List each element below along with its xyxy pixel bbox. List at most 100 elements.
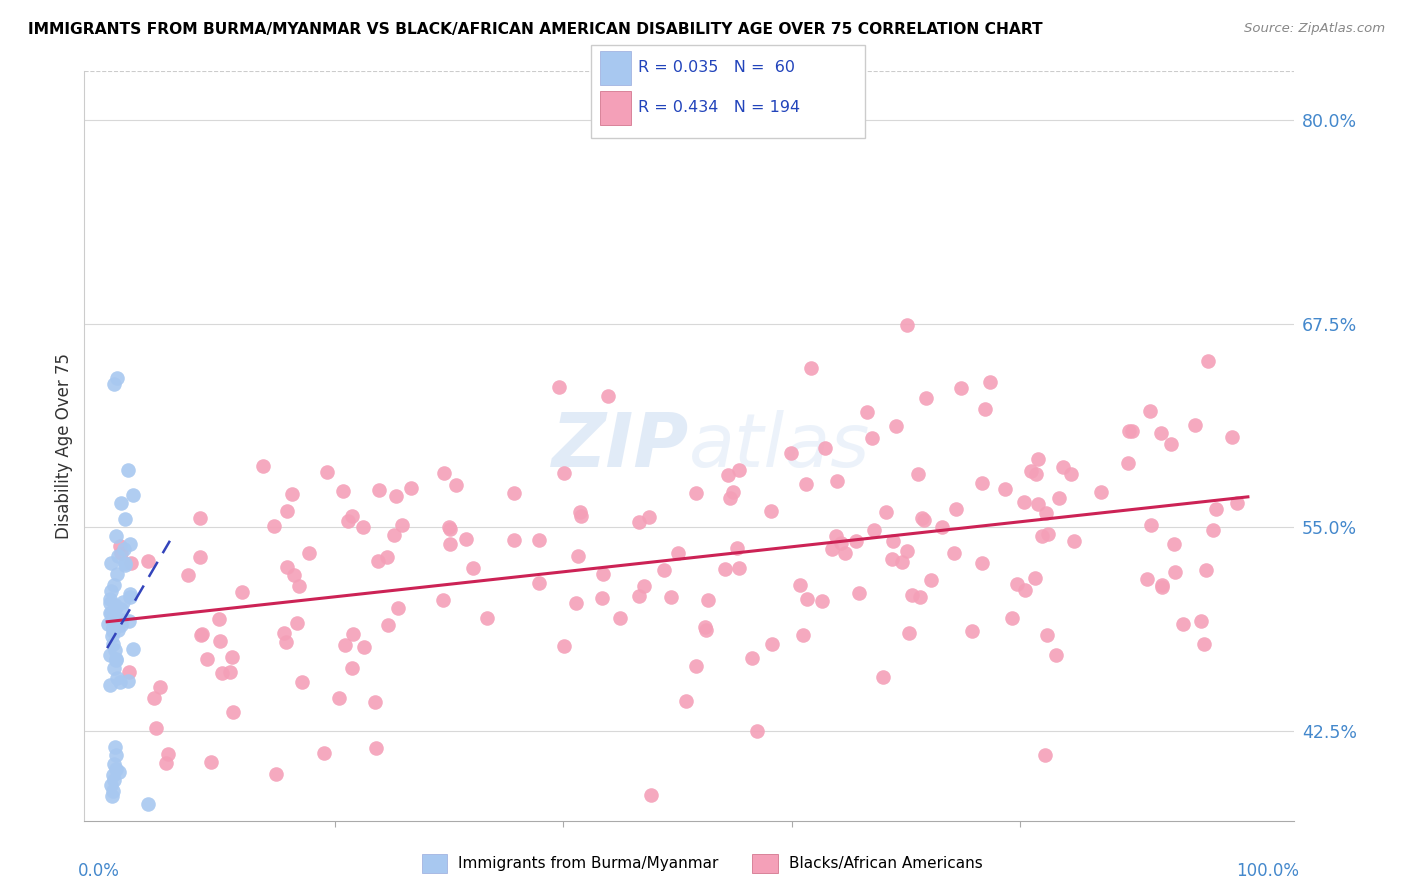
Point	[811, 594, 834, 608]
Point	[502, 533, 524, 547]
Point	[502, 486, 524, 500]
Point	[103, 621, 125, 635]
Point	[896, 318, 918, 332]
Text: Immigrants from Burma/Myanmar: Immigrants from Burma/Myanmar	[458, 856, 718, 871]
Point	[714, 562, 737, 576]
Point	[1025, 467, 1047, 482]
Point	[685, 486, 707, 500]
Point	[328, 691, 350, 706]
Point	[1163, 537, 1185, 551]
Point	[659, 590, 682, 604]
Point	[821, 542, 844, 557]
Point	[222, 705, 245, 719]
Point	[352, 520, 374, 534]
Point	[117, 463, 139, 477]
Point	[105, 652, 128, 666]
Point	[190, 628, 212, 642]
Point	[910, 591, 932, 605]
Point	[898, 626, 921, 640]
Point	[101, 621, 124, 635]
Point	[1160, 437, 1182, 451]
Point	[872, 670, 894, 684]
Point	[264, 767, 287, 781]
Point	[98, 678, 121, 692]
Point	[1012, 495, 1035, 509]
Point	[439, 537, 461, 551]
Point	[433, 466, 456, 480]
Point	[104, 643, 127, 657]
Point	[569, 505, 592, 519]
Point	[104, 601, 127, 615]
Point	[761, 637, 783, 651]
Point	[863, 523, 886, 537]
Point	[291, 675, 314, 690]
Point	[891, 555, 914, 569]
Point	[273, 625, 295, 640]
Point	[796, 592, 818, 607]
Point	[728, 463, 751, 477]
Point	[118, 590, 141, 604]
Point	[107, 764, 129, 779]
Point	[112, 541, 135, 556]
Point	[211, 665, 233, 680]
Point	[108, 674, 131, 689]
Point	[666, 546, 689, 560]
Point	[882, 534, 904, 549]
Point	[1035, 627, 1057, 641]
Point	[118, 665, 141, 680]
Point	[1116, 456, 1139, 470]
Point	[1121, 424, 1143, 438]
Point	[1005, 577, 1028, 591]
Point	[1150, 425, 1173, 440]
Point	[972, 556, 994, 570]
Point	[461, 560, 484, 574]
Point	[103, 598, 125, 612]
Point	[693, 620, 716, 634]
Point	[800, 360, 823, 375]
Point	[285, 615, 308, 630]
Point	[336, 514, 359, 528]
Point	[979, 376, 1001, 390]
Point	[598, 389, 620, 403]
Point	[1001, 611, 1024, 625]
Point	[399, 481, 422, 495]
Point	[834, 546, 856, 560]
Point	[387, 601, 409, 615]
Point	[1140, 518, 1163, 533]
Point	[107, 370, 129, 384]
Point	[263, 518, 285, 533]
Point	[105, 600, 128, 615]
Text: ZIP: ZIP	[551, 409, 689, 483]
Point	[1036, 527, 1059, 541]
Point	[100, 607, 122, 621]
Point	[384, 488, 406, 502]
Point	[527, 576, 550, 591]
Point	[117, 673, 139, 688]
Text: R = 0.434   N = 194: R = 0.434 N = 194	[638, 101, 800, 115]
Point	[725, 541, 748, 555]
Point	[138, 554, 160, 568]
Point	[1184, 417, 1206, 432]
Point	[149, 680, 172, 694]
Point	[276, 504, 298, 518]
Point	[723, 484, 745, 499]
Text: 100.0%: 100.0%	[1236, 862, 1299, 880]
Point	[827, 474, 849, 488]
Point	[609, 611, 631, 625]
Point	[375, 550, 398, 565]
Point	[567, 549, 589, 564]
Point	[177, 568, 200, 582]
Point	[367, 554, 389, 568]
Point	[437, 520, 460, 534]
Point	[1150, 578, 1173, 592]
Point	[896, 543, 918, 558]
Point	[1163, 566, 1185, 580]
Point	[218, 665, 240, 680]
Point	[101, 768, 124, 782]
Point	[104, 653, 127, 667]
Point	[454, 533, 477, 547]
Point	[675, 694, 697, 708]
Point	[101, 629, 124, 643]
Point	[1118, 425, 1140, 439]
Point	[200, 755, 222, 769]
